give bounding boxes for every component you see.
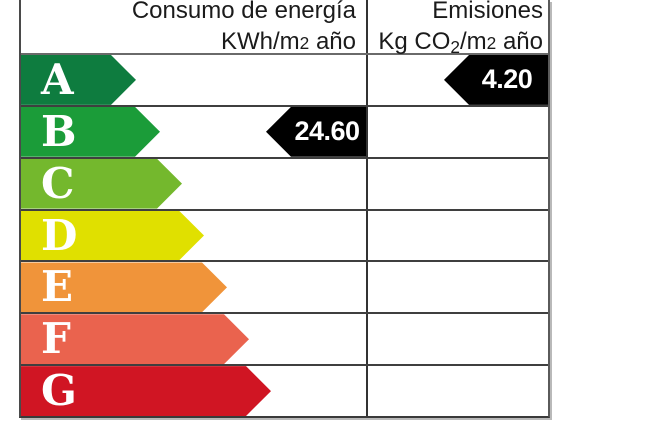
grade-letter-a: A (41, 54, 74, 104)
grade-letter-c: C (41, 158, 75, 208)
consumo-cell-e: E (21, 262, 368, 313)
emisiones-cell-g (368, 366, 548, 416)
rating-row-g: G (21, 364, 548, 417)
header-emisiones-units: Kg CO2/m2 año (378, 28, 543, 57)
emisiones-value: 4.20 (481, 64, 533, 95)
header-emisiones-title: Emisiones (432, 0, 543, 24)
grade-bar-f: F (21, 314, 249, 364)
header-consumo-title: Consumo de energía (131, 0, 356, 24)
emisiones-cell-d (368, 211, 548, 261)
grade-bar-b: B (21, 107, 160, 157)
energy-certificate-table: Consumo de energía KWh/m2 año Emisiones … (19, 0, 550, 418)
grade-bar-a: A (21, 55, 136, 105)
grade-letter-d: D (41, 210, 78, 260)
grade-bar-g: G (21, 366, 271, 416)
emisiones-cell-f (368, 314, 548, 364)
consumo-cell-f: F (21, 314, 368, 365)
emisiones-cell-b (368, 107, 548, 157)
rating-row-c: C (21, 156, 548, 209)
consumo-cell-c: C (21, 158, 368, 209)
header-emisiones: Emisiones Kg CO2/m2 año (368, 0, 548, 57)
grade-letter-b: B (41, 106, 77, 156)
emisiones-value-arrow: 4.20 (444, 55, 548, 105)
consumo-cell-b: B 24.60 (21, 106, 368, 157)
rating-row-a: A 4.20 (21, 55, 548, 105)
grade-letter-e: E (41, 262, 74, 312)
grade-bar-c: C (21, 159, 182, 209)
rating-row-f: F (21, 312, 548, 365)
grade-bar-d: D (21, 211, 204, 261)
consumo-value: 24.60 (294, 116, 360, 147)
rating-row-e: E (21, 260, 548, 313)
rating-rows: A 4.20 B 24.60 C (21, 55, 548, 417)
emisiones-cell-c (368, 159, 548, 209)
grade-letter-g: G (41, 366, 77, 416)
consumo-cell-g: G (21, 366, 368, 417)
grade-bar-e: E (21, 262, 227, 312)
emisiones-cell-e (368, 262, 548, 312)
emisiones-cell-a: 4.20 (368, 55, 548, 105)
grade-letter-f: F (41, 314, 71, 364)
rating-row-d: D (21, 208, 548, 261)
table-header: Consumo de energía KWh/m2 año Emisiones … (21, 0, 548, 57)
header-consumo-units: KWh/m2 año (221, 28, 356, 55)
consumo-value-arrow: 24.60 (266, 106, 366, 157)
consumo-cell-a: A (21, 55, 368, 105)
header-consumo: Consumo de energía KWh/m2 año (21, 0, 368, 55)
consumo-cell-d: D (21, 210, 368, 261)
rating-row-b: B 24.60 (21, 104, 548, 157)
